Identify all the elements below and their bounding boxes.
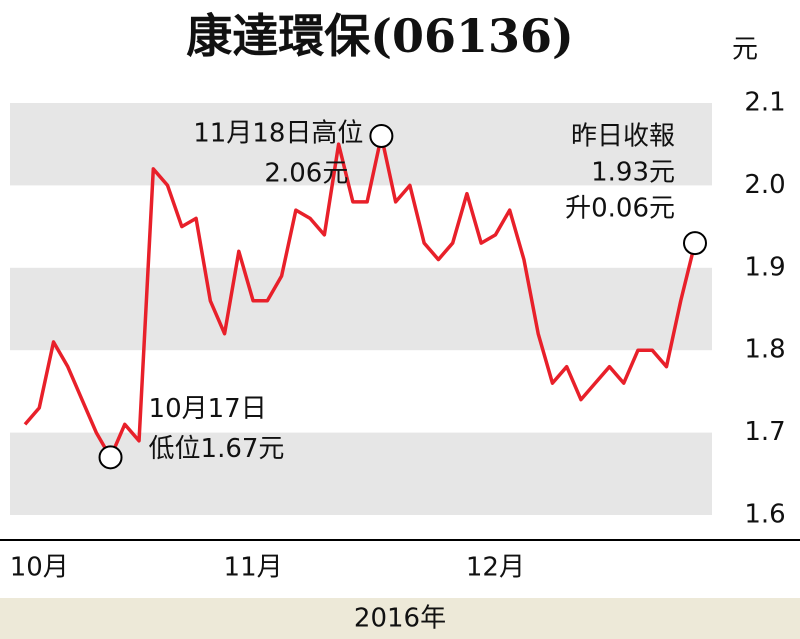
annotation: 低位1.67元	[149, 434, 285, 464]
y-tick-label: 2.0	[744, 170, 785, 200]
x-tick-label: 12月	[466, 553, 525, 583]
band	[10, 432, 712, 515]
chart-title: 康達環保(06136)	[186, 9, 574, 63]
y-tick-label: 1.9	[744, 252, 785, 282]
annotation: 升0.06元	[565, 194, 675, 224]
annotation: 10月17日	[149, 394, 267, 424]
y-tick-label: 2.1	[744, 88, 785, 118]
price-line	[23, 134, 697, 460]
annotation: 昨日收報	[571, 122, 675, 152]
y-unit: 元	[732, 35, 758, 65]
annotation: 11月18日高位	[193, 118, 363, 148]
y-tick-label: 1.8	[744, 335, 785, 365]
x-axis-label: 2016年	[354, 604, 446, 634]
footer-band	[0, 598, 800, 639]
point-marker	[98, 445, 123, 470]
point-marker	[683, 231, 707, 256]
annotation: 2.06元	[264, 158, 348, 188]
point-marker	[369, 123, 394, 148]
band	[10, 267, 712, 351]
x-tick-label: 11月	[224, 553, 283, 583]
band	[10, 103, 712, 186]
plot-background	[10, 103, 712, 515]
x-tick-label: 10月	[10, 553, 69, 583]
y-tick-label: 1.6	[744, 500, 785, 530]
y-tick-label: 1.7	[744, 417, 785, 447]
annotation: 1.93元	[591, 158, 675, 188]
